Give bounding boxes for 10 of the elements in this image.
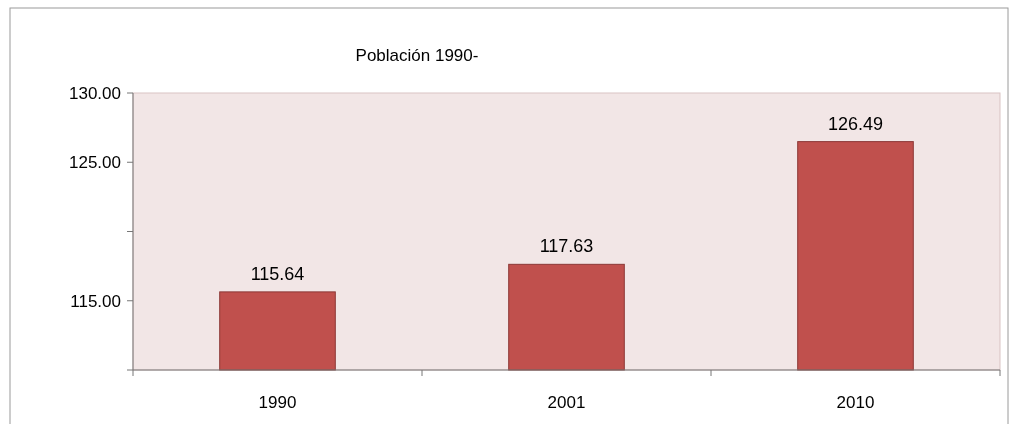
y-tick-label: 130.00 bbox=[69, 83, 121, 103]
data-label: 117.63 bbox=[539, 236, 594, 257]
data-label: 115.64 bbox=[250, 263, 305, 284]
x-tick-label: 2001 bbox=[547, 393, 586, 412]
x-tick-label: 1990 bbox=[258, 393, 297, 412]
data-label: 126.49 bbox=[827, 113, 884, 134]
y-tick-label: 115.00 bbox=[70, 291, 121, 311]
x-tick-label: 2010 bbox=[836, 393, 875, 412]
chart-title: Población 1990- bbox=[355, 46, 479, 65]
y-tick-label: 125.00 bbox=[69, 153, 121, 173]
